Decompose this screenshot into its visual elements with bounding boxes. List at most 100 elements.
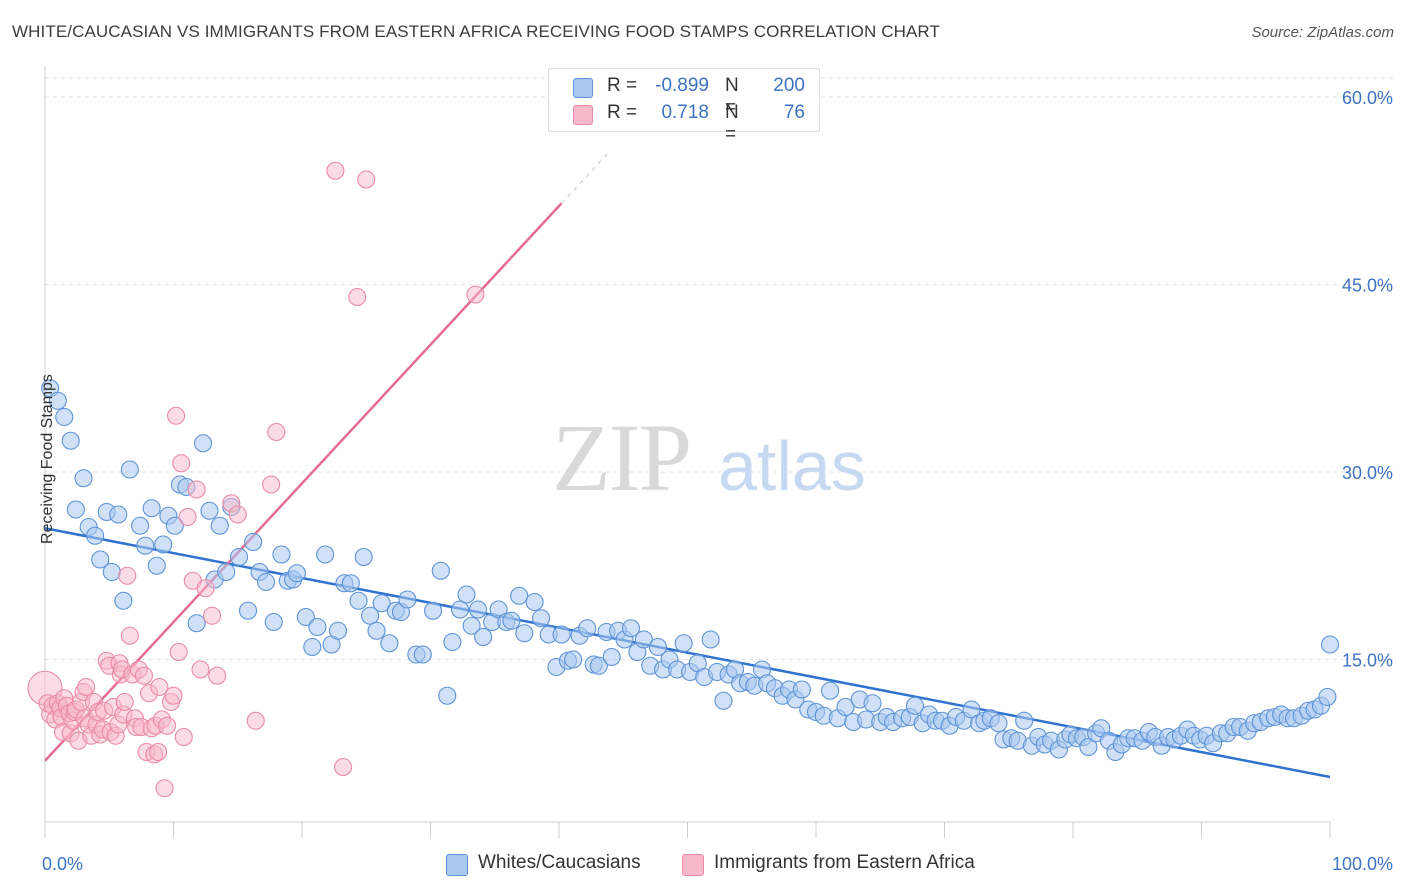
point-whites (836, 697, 855, 717)
point-whites (648, 637, 667, 657)
point-whites (634, 630, 653, 649)
point-immigrants (172, 454, 191, 473)
point-immigrants (120, 626, 139, 645)
legend-r-label: R = (607, 102, 638, 123)
y-tick-label: 30.0% (1342, 463, 1393, 483)
point-whites (217, 562, 236, 582)
point-immigrants (115, 692, 134, 712)
point-immigrants (466, 285, 485, 304)
point-whites (431, 561, 450, 580)
point-whites (142, 499, 161, 518)
point-whites (48, 391, 67, 410)
point-whites (154, 535, 173, 554)
point-immigrants (203, 606, 222, 625)
point-whites (531, 609, 551, 628)
point-whites (621, 619, 641, 638)
point-whites (502, 611, 521, 630)
grid-lines (45, 77, 1395, 660)
point-immigrants (167, 406, 186, 425)
y-tick-label: 15.0% (1342, 651, 1393, 671)
legend-swatch-pink (573, 105, 593, 125)
legend-swatch-pink (682, 854, 704, 876)
point-whites (200, 501, 219, 520)
watermark-atlas: atlas (718, 427, 866, 505)
point-whites (578, 619, 597, 638)
point-whites (361, 606, 380, 625)
point-whites (296, 607, 315, 627)
point-whites (66, 500, 85, 519)
point-whites (510, 586, 529, 605)
point-whites (238, 601, 258, 620)
source-credit: Source: ZipAtlas.com (1251, 24, 1394, 41)
point-whites (457, 585, 476, 604)
point-whites (102, 562, 121, 582)
point-whites (229, 547, 249, 567)
point-whites (989, 714, 1008, 733)
point-whites (256, 572, 276, 592)
point-immigrants (326, 161, 345, 180)
point-whites (515, 624, 534, 643)
point-whites (165, 516, 184, 535)
point-whites (821, 681, 840, 700)
watermark-zip: ZIP (552, 404, 690, 511)
point-immigrants (155, 779, 174, 798)
point-whites (1318, 687, 1337, 707)
point-whites (1320, 635, 1340, 654)
point-immigrants (174, 727, 193, 747)
point-whites (74, 469, 93, 488)
point-whites (701, 630, 720, 649)
legend-n-label: N = (725, 75, 739, 118)
y-axis-label: Receiving Food Stamps (39, 374, 56, 544)
legend-label-whites: Whites/Caucasians (478, 852, 641, 873)
point-whites (380, 634, 399, 653)
legend-r-value: 0.718 (661, 102, 709, 123)
point-immigrants (196, 579, 215, 598)
point-whites (474, 627, 493, 647)
point-whites (1015, 711, 1034, 730)
y-tick-label: 45.0% (1342, 276, 1393, 296)
point-whites (303, 637, 322, 657)
point-immigrants (191, 660, 210, 679)
point-whites (349, 591, 368, 610)
point-whites (462, 616, 481, 635)
point-whites (264, 612, 283, 632)
point-whites (194, 434, 213, 453)
point-immigrants (262, 475, 281, 494)
point-whites (792, 680, 811, 699)
point-whites (589, 656, 608, 675)
point-whites (187, 614, 206, 633)
point-immigrants (150, 677, 169, 697)
point-immigrants (334, 757, 353, 777)
legend-label-immigrants: Immigrants from Eastern Africa (714, 852, 975, 873)
legend-r-label: R = (607, 75, 638, 96)
point-immigrants (164, 686, 183, 705)
point-whites (341, 574, 360, 593)
trend-line-immigrants-extension (561, 150, 611, 204)
point-whites (398, 590, 417, 609)
point-immigrants (178, 507, 197, 527)
point-whites (287, 564, 306, 583)
legend-r-value: -0.899 (655, 75, 709, 96)
point-immigrants (357, 170, 376, 189)
point-whites (244, 532, 263, 552)
point-whites (451, 600, 470, 619)
series-legend: Whites/Caucasians Immigrants from Easter… (0, 852, 1406, 878)
point-whites (328, 621, 348, 640)
point-whites (91, 550, 110, 569)
point-whites (131, 516, 150, 535)
tick-labels: 15.0% 30.0% 45.0% 60.0% 0.0% 100.0% (42, 88, 1393, 874)
point-whites (86, 526, 105, 545)
point-whites (367, 621, 386, 640)
point-immigrants (169, 642, 188, 662)
x-tick-label-min: 0.0% (42, 854, 83, 874)
point-whites (272, 545, 291, 564)
point-whites (136, 536, 155, 555)
legend-n-label: N = (725, 102, 739, 145)
point-immigrants (187, 480, 206, 499)
point-immigrants (118, 566, 137, 585)
point-whites (424, 601, 443, 620)
legend-swatch-blue (573, 78, 593, 98)
point-whites (443, 632, 462, 652)
point-whites (114, 591, 133, 610)
